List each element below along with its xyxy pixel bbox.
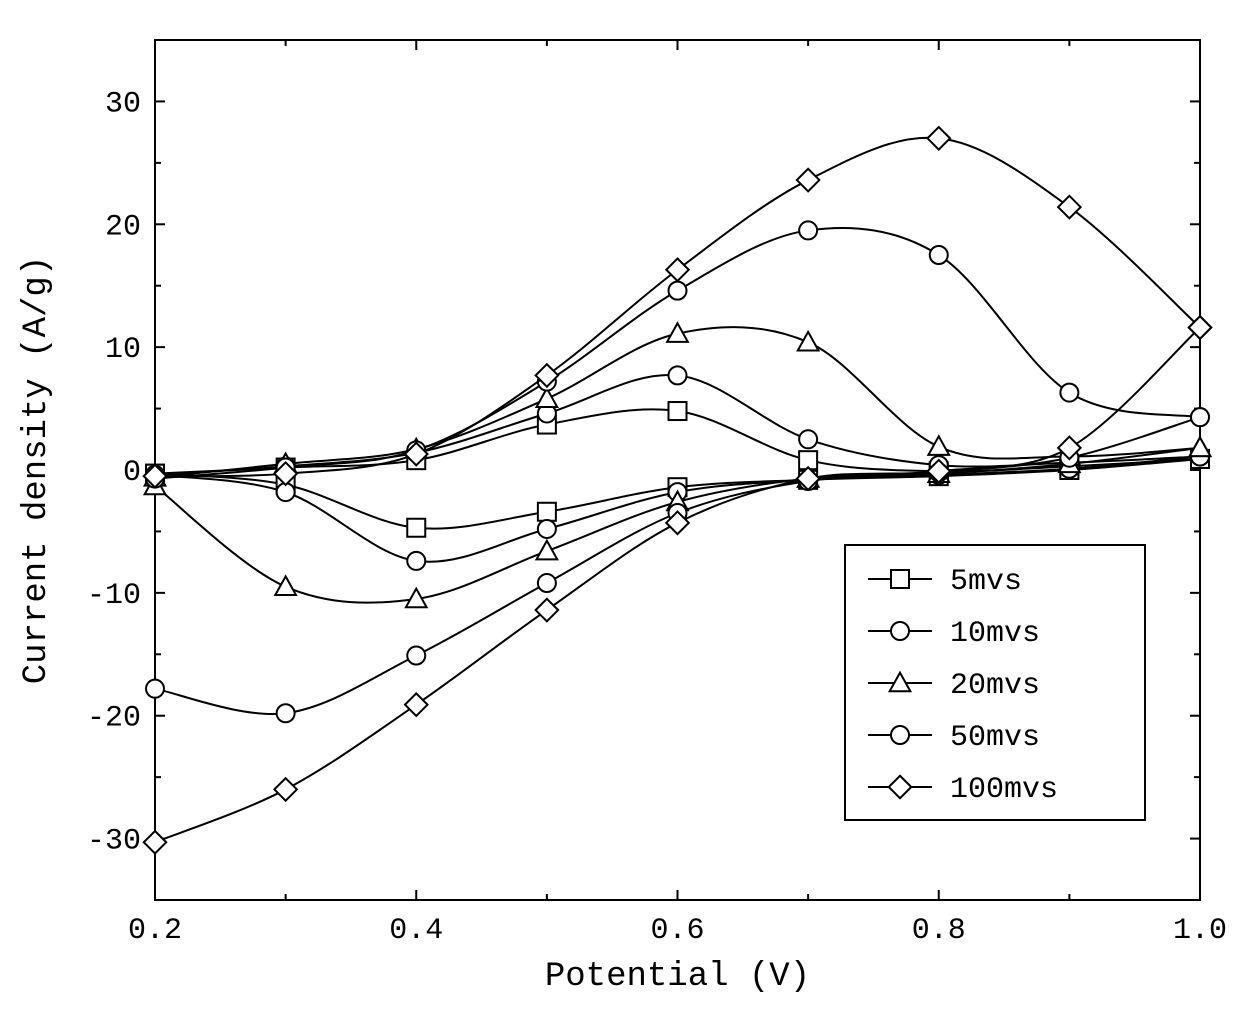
y-tick-label: -30 [87,825,141,859]
legend-label: 20mvs [950,669,1040,703]
cv-chart-svg: 0.2 0.4 0.6 0.8 1.0 -30 -20 -10 0 10 20 30 Potential… [0,0,1240,1015]
y-tick-label: -10 [87,579,141,613]
y-axis-label: Current density (A/g) [18,256,56,684]
legend-label: 5mvs [950,565,1022,599]
y-tick-label: 10 [105,333,141,367]
y-tick-label: 0 [123,456,141,490]
legend-label: 100mvs [950,773,1058,807]
x-tick-label: 0.6 [650,914,704,948]
cv-chart-container: 0.2 0.4 0.6 0.8 1.0 -30 -20 -10 0 10 20 30 Potential… [0,0,1240,1015]
x-axis-label: Potential (V) [545,958,810,996]
x-tick-label: 1.0 [1173,914,1227,948]
legend: 5mvs 10mvs 20mvs 50mvs 100mvs [845,545,1145,820]
y-tick-label: -20 [87,702,141,736]
legend-label: 50mvs [950,721,1040,755]
y-tick-label: 30 [105,87,141,121]
x-tick-label: 0.8 [912,914,966,948]
legend-label: 10mvs [950,617,1040,651]
y-tick-label: 20 [105,210,141,244]
x-tick-label: 0.4 [389,914,443,948]
x-tick-label: 0.2 [128,914,182,948]
